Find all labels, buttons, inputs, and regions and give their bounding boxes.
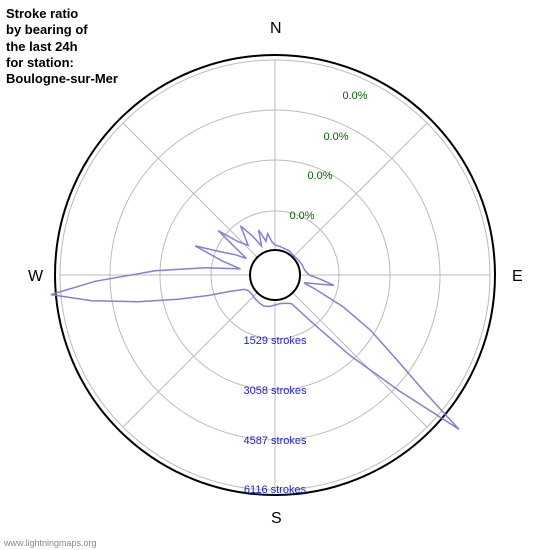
percent-label: 0.0% xyxy=(342,90,367,102)
title-line: Boulogne-sur-Mer xyxy=(6,71,118,87)
stroke-count-label: 1529 strokes xyxy=(244,335,307,347)
stroke-count-label: 3058 strokes xyxy=(244,385,307,397)
footer-credit: www.lightningmaps.org xyxy=(4,538,97,548)
stroke-count-label: 4587 strokes xyxy=(244,435,307,447)
title-line: by bearing of xyxy=(6,22,118,38)
cardinal-w: W xyxy=(28,268,43,286)
cardinal-e: E xyxy=(512,268,523,286)
cardinal-s: S xyxy=(271,510,282,528)
title-line: the last 24h xyxy=(6,39,118,55)
chart-container: Stroke ratio by bearing of the last 24h … xyxy=(0,0,550,550)
title-line: for station: xyxy=(6,55,118,71)
percent-label: 0.0% xyxy=(307,170,332,182)
title-line: Stroke ratio xyxy=(6,6,118,22)
stroke-count-label: 6116 strokes xyxy=(244,484,306,496)
cardinal-n: N xyxy=(270,20,282,38)
percent-label: 0.0% xyxy=(289,210,314,222)
percent-label: 0.0% xyxy=(323,131,348,143)
chart-title: Stroke ratio by bearing of the last 24h … xyxy=(6,6,118,87)
